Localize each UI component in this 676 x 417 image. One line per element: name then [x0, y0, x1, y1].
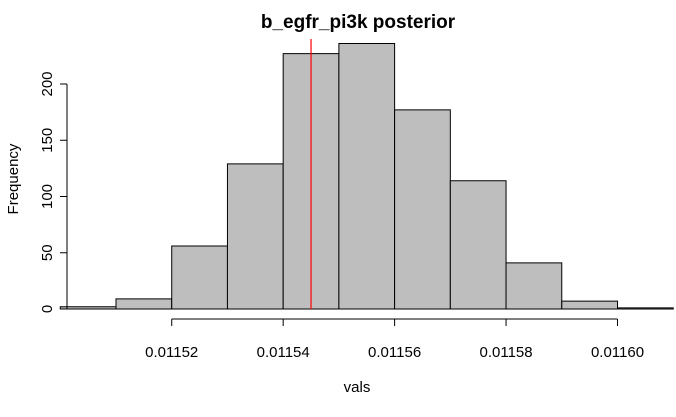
y-axis-label: Frequency: [5, 143, 22, 214]
y-tick-label: 50: [39, 244, 56, 261]
y-tick-label: 150: [39, 128, 56, 153]
y-tick-label: 200: [39, 71, 56, 96]
histogram-bar: [449, 180, 507, 310]
bars-group: [59, 43, 674, 310]
histogram-bar: [561, 300, 619, 310]
chart-title: b_egfr_pi3k posterior: [261, 12, 456, 33]
histogram-bar: [115, 298, 173, 310]
y-axis: 0 50 100 150 200: [39, 71, 68, 313]
histogram-bar: [338, 43, 396, 310]
x-tick-label: 0.01152: [145, 344, 198, 361]
y-tick-label: 0: [39, 305, 56, 313]
x-tick-label: 0.01158: [480, 344, 533, 361]
histogram-bar: [171, 245, 228, 310]
x-tick-label: 0.01156: [368, 344, 421, 361]
histogram-bar: [617, 307, 674, 310]
x-axis-label: vals: [344, 379, 371, 396]
y-tick-label: 100: [39, 184, 56, 209]
histogram-bar: [226, 163, 284, 310]
histogram-bar: [394, 109, 451, 310]
x-tick-label: 0.01154: [257, 344, 310, 361]
x-axis: 0.01152 0.01154 0.01156 0.01158 0.01160: [145, 318, 644, 361]
histogram-bar: [505, 262, 563, 310]
histogram-bar: [59, 306, 117, 310]
x-tick-label: 0.01160: [591, 344, 644, 361]
